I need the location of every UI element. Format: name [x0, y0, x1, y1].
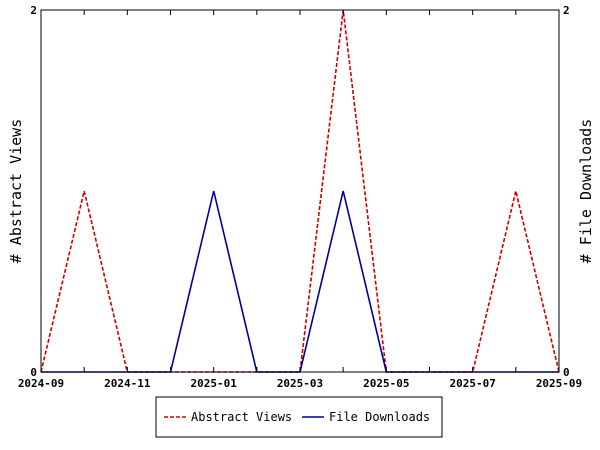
legend-label-abstract-views: Abstract Views	[191, 410, 292, 424]
x-tick-label: 2025-03	[277, 377, 323, 390]
x-tick-label: 2024-09	[18, 377, 64, 390]
y-tick-label-right: 0	[563, 366, 570, 379]
x-tick-label: 2025-05	[363, 377, 409, 390]
legend-label-file-downloads: File Downloads	[329, 410, 430, 424]
plot-layer	[40, 9, 560, 373]
y-axis-title-left: # Abstract Views	[7, 119, 25, 264]
legend: Abstract Views File Downloads	[155, 396, 443, 438]
plot-frame	[40, 9, 560, 373]
x-tick-label: 2025-09	[536, 377, 582, 390]
x-tick-label: 2024-11	[104, 377, 151, 390]
axis-layer: 2024-09 2024-11 2025-01 2025-03 2025-05 2025-…	[7, 4, 595, 390]
x-tick-label: 2025-01	[190, 377, 237, 390]
legend-box	[155, 396, 443, 438]
series-line-file-downloads	[41, 190, 559, 373]
y-axis-title-right: # File Downloads	[577, 119, 595, 264]
y-tick-label-left: 2	[30, 4, 37, 17]
y-tick-label-left: 0	[30, 366, 37, 379]
y-tick-label-right: 2	[563, 4, 570, 17]
x-tick-label: 2025-07	[449, 377, 495, 390]
series-line-abstract-views	[40, 9, 560, 373]
